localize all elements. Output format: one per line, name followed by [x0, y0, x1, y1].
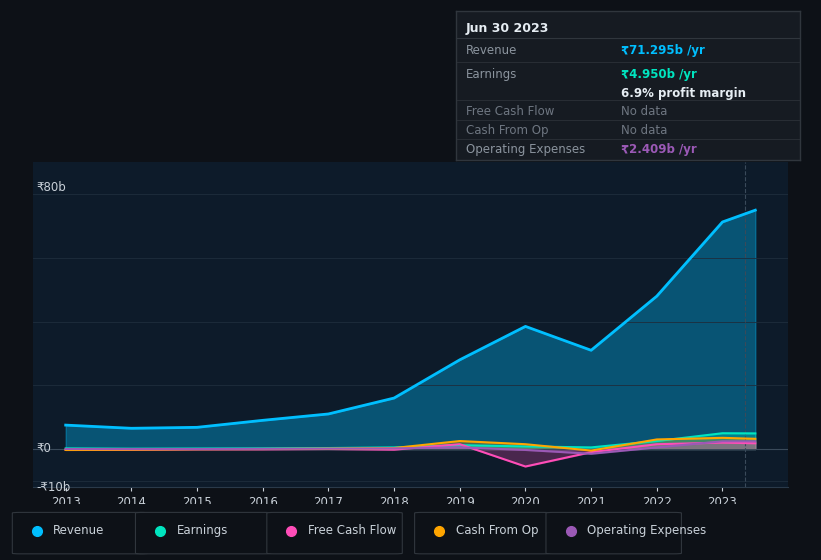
Text: -₹10b: -₹10b: [36, 481, 71, 494]
Text: ₹2.409b /yr: ₹2.409b /yr: [621, 143, 697, 156]
FancyBboxPatch shape: [135, 512, 271, 554]
Text: Jun 30 2023: Jun 30 2023: [466, 22, 549, 35]
Text: No data: No data: [621, 124, 667, 137]
FancyBboxPatch shape: [415, 512, 550, 554]
Text: Operating Expenses: Operating Expenses: [466, 143, 585, 156]
Text: Operating Expenses: Operating Expenses: [587, 524, 706, 538]
Text: ₹4.950b /yr: ₹4.950b /yr: [621, 68, 697, 81]
Text: Cash From Op: Cash From Op: [456, 524, 538, 538]
Text: Earnings: Earnings: [177, 524, 228, 538]
Text: Cash From Op: Cash From Op: [466, 124, 548, 137]
FancyBboxPatch shape: [267, 512, 402, 554]
Text: 6.9% profit margin: 6.9% profit margin: [621, 87, 746, 100]
Text: Free Cash Flow: Free Cash Flow: [308, 524, 397, 538]
FancyBboxPatch shape: [546, 512, 681, 554]
Text: Earnings: Earnings: [466, 68, 517, 81]
Text: ₹71.295b /yr: ₹71.295b /yr: [621, 44, 705, 57]
Text: Revenue: Revenue: [466, 44, 517, 57]
FancyBboxPatch shape: [12, 512, 148, 554]
Text: ₹80b: ₹80b: [36, 181, 66, 194]
Text: No data: No data: [621, 105, 667, 118]
Text: Revenue: Revenue: [53, 524, 105, 538]
Text: ₹0: ₹0: [36, 442, 51, 455]
Text: Free Cash Flow: Free Cash Flow: [466, 105, 554, 118]
